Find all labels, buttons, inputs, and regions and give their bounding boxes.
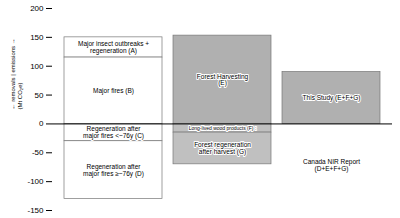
- svg-text:Regeneration aftermajor fires: Regeneration aftermajor fires ≥~76y (D): [83, 163, 144, 178]
- svg-text:Major fires (B): Major fires (B): [93, 87, 134, 95]
- svg-text:Major insect outbreaks +regene: Major insect outbreaks +regeneration (A): [78, 40, 149, 55]
- svg-text:← removals | emissions →(Mt CO: ← removals | emissions →(Mt CO₂e): [10, 38, 23, 109]
- svg-text:-150: -150: [27, 206, 44, 215]
- svg-text:Forest regenerationafter harve: Forest regenerationafter harvest (G): [194, 141, 251, 156]
- svg-text:-100: -100: [27, 177, 44, 186]
- svg-text:Forest Harvesting(E): Forest Harvesting(E): [197, 73, 249, 88]
- svg-text:150: 150: [30, 33, 44, 42]
- svg-text:Regeneration aftermajor fires: Regeneration aftermajor fires <~76y (C): [83, 125, 144, 140]
- svg-text:0: 0: [39, 119, 44, 128]
- svg-text:-50: -50: [32, 148, 44, 157]
- svg-text:Long-lived wood products (F) :: Long-lived wood products (F) :: [189, 125, 257, 131]
- svg-text:This Study (E+F+G): This Study (E+F+G): [303, 94, 361, 102]
- svg-text:50: 50: [35, 91, 44, 100]
- svg-text:200: 200: [30, 4, 44, 13]
- svg-text:Canada NIR Report(D+E+F+G): Canada NIR Report(D+E+F+G): [303, 158, 360, 173]
- svg-text:100: 100: [30, 62, 44, 71]
